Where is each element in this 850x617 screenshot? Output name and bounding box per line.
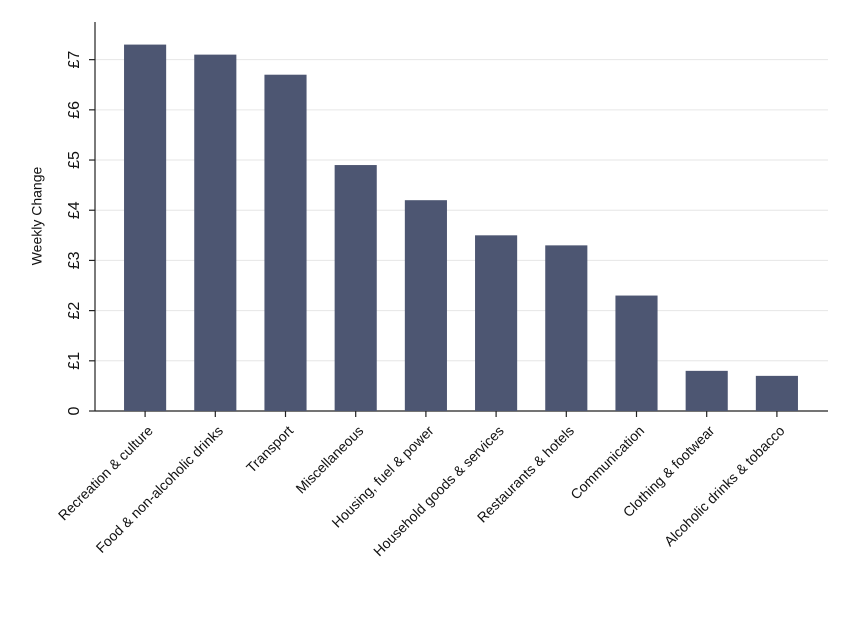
bar — [755, 375, 798, 411]
x-tick-label: Transport — [243, 422, 296, 475]
y-tick-label: £7 — [66, 51, 83, 69]
y-tick-label: 0 — [66, 406, 83, 415]
y-tick-label: £2 — [66, 302, 83, 320]
y-tick-label: £4 — [66, 201, 83, 219]
bar — [264, 74, 307, 412]
bar — [685, 370, 728, 411]
y-tick-label: £3 — [66, 251, 83, 269]
y-tick-label: £5 — [66, 151, 83, 169]
bar — [194, 54, 237, 412]
x-tick-label: Miscellaneous — [292, 422, 366, 496]
y-tick-label: £6 — [66, 101, 83, 119]
y-axis-title: Weekly Change — [29, 167, 45, 266]
bar — [475, 235, 518, 411]
x-tick-label: Household goods & services — [370, 422, 507, 559]
bar — [615, 295, 658, 411]
x-tick-label: Alcoholic drinks & tobacco — [661, 422, 788, 549]
bar — [334, 165, 377, 411]
bar — [404, 200, 447, 411]
bar — [545, 245, 588, 411]
x-tick-label: Communication — [567, 422, 647, 502]
x-tick-label: Food & non-alcoholic drinks — [93, 422, 226, 555]
y-tick-label: £1 — [66, 352, 83, 370]
bar — [124, 44, 167, 411]
